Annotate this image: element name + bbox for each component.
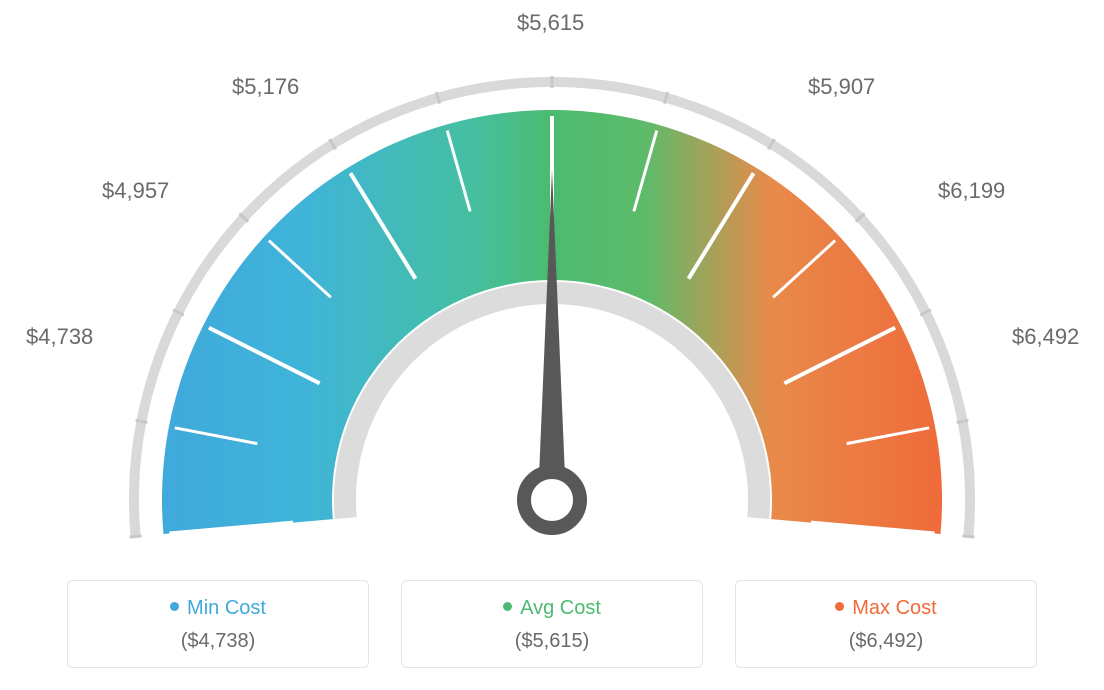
gauge-tick-label: $5,907 [808, 74, 875, 100]
legend-title-min: Min Cost [68, 597, 368, 620]
gauge-svg [0, 0, 1104, 560]
legend-card-min: Min Cost ($4,738) [67, 580, 369, 668]
gauge-area: $4,738 $4,957 $5,176 $5,615 $5,907 $6,199 $6,4… [0, 0, 1104, 560]
legend-value-avg: ($5,615) [402, 630, 702, 653]
legend-title-avg: Avg Cost [402, 597, 702, 620]
legend-card-max: Max Cost ($6,492) [735, 580, 1037, 668]
gauge-tick-label: $4,738 [26, 324, 93, 350]
legend-card-avg: Avg Cost ($5,615) [401, 580, 703, 668]
legend-title-min-text: Min Cost [187, 597, 266, 619]
legend-row: Min Cost ($4,738) Avg Cost ($5,615) Max … [0, 580, 1104, 668]
gauge-tick-label: $6,199 [938, 178, 1005, 204]
legend-title-max-text: Max Cost [852, 597, 936, 619]
legend-dot-avg [503, 602, 512, 611]
gauge-tick-label: $4,957 [102, 178, 169, 204]
legend-title-avg-text: Avg Cost [520, 597, 601, 619]
cost-gauge-chart: $4,738 $4,957 $5,176 $5,615 $5,907 $6,199 $6,4… [0, 0, 1104, 690]
legend-value-max: ($6,492) [736, 630, 1036, 653]
legend-dot-min [170, 602, 179, 611]
gauge-tick-label: $6,492 [1012, 324, 1079, 350]
gauge-tick-label: $5,176 [232, 74, 299, 100]
legend-title-max: Max Cost [736, 597, 1036, 620]
legend-dot-max [835, 602, 844, 611]
legend-value-min: ($4,738) [68, 630, 368, 653]
gauge-tick-label: $5,615 [517, 10, 584, 36]
